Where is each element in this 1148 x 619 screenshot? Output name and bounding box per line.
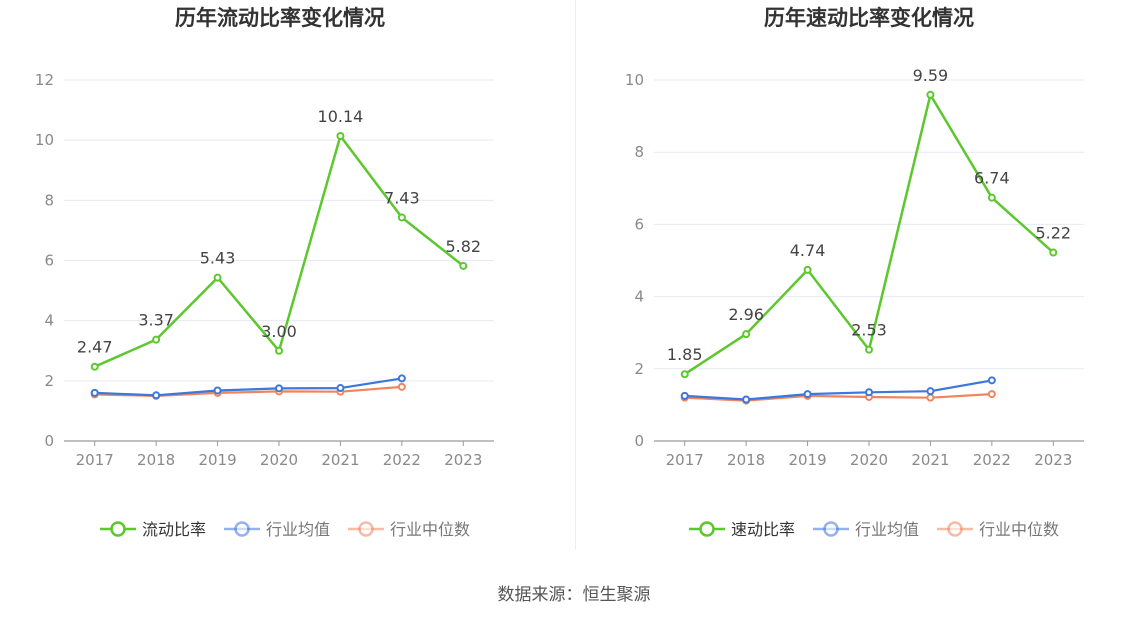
data-point [336, 131, 345, 140]
legend-label: 速动比率 [731, 520, 795, 539]
x-tick-label: 2019 [198, 451, 236, 469]
data-point [152, 391, 161, 400]
y-tick-label: 10 [35, 131, 54, 149]
data-point [459, 261, 468, 270]
y-tick-label: 6 [44, 252, 54, 270]
data-point [397, 382, 406, 391]
data-point [680, 370, 689, 379]
data-label: 6.74 [974, 169, 1010, 188]
data-point [926, 393, 935, 402]
data-label: 5.22 [1035, 224, 1071, 243]
series-line-3 [684, 393, 992, 402]
data-point [275, 384, 283, 393]
x-tick-label: 2018 [137, 451, 175, 469]
legend-label: 行业中位数 [390, 520, 470, 539]
legend-marker [358, 521, 374, 537]
x-tick-label: 2023 [1034, 451, 1072, 469]
legend-label: 流动比率 [142, 520, 206, 539]
x-tick-label: 2017 [666, 451, 704, 469]
y-tick-label: 10 [625, 71, 644, 89]
data-point [742, 330, 751, 339]
x-tick-label: 2021 [911, 451, 949, 469]
y-tick-label: 2 [634, 360, 644, 378]
y-tick-label: 2 [44, 372, 54, 390]
data-point [90, 362, 99, 371]
legend-marker [947, 521, 963, 537]
legend-marker [234, 521, 250, 537]
legend-label: 行业均值 [266, 520, 330, 539]
series-line-2 [94, 377, 403, 397]
x-tick-label: 2019 [788, 451, 826, 469]
legend-label: 行业中位数 [979, 520, 1059, 539]
data-label: 9.59 [913, 66, 949, 85]
data-label: 4.74 [790, 241, 826, 260]
data-label: 7.43 [384, 188, 420, 207]
data-point [987, 193, 996, 202]
x-tick-label: 2020 [850, 451, 888, 469]
chart-title: 历年流动比率变化情况 [175, 6, 385, 30]
x-tick-label: 2018 [727, 451, 765, 469]
y-tick-label: 4 [44, 312, 54, 330]
x-tick-label: 2021 [321, 451, 359, 469]
data-point [1049, 248, 1058, 257]
legend-marker [823, 521, 839, 537]
x-tick-label: 2022 [383, 451, 421, 469]
data-point [152, 335, 161, 344]
y-tick-label: 0 [634, 432, 644, 450]
chart-title: 历年速动比率变化情况 [764, 6, 974, 30]
data-label: 3.37 [138, 311, 174, 330]
data-label: 2.47 [77, 338, 113, 357]
data-point [742, 395, 751, 404]
quick-ratio-chart-svg: 历年速动比率变化情况 0 2 4 6 8 10 2017 2018 2019 2020 2021 202… [625, 6, 1084, 539]
data-source-note: 数据来源：恒生聚源 [497, 585, 651, 605]
legend-marker [699, 521, 715, 537]
data-point [90, 388, 99, 397]
data-point [336, 384, 345, 393]
data-point [213, 273, 222, 282]
data-point [926, 387, 935, 396]
data-point [987, 390, 996, 399]
x-tick-label: 2022 [973, 451, 1011, 469]
data-point [926, 90, 935, 99]
data-point [865, 345, 873, 354]
data-point [680, 391, 689, 400]
data-point [213, 386, 222, 395]
series-line-2 [684, 379, 993, 401]
x-tick-label: 2023 [444, 451, 482, 469]
data-label: 2.53 [851, 321, 887, 340]
data-point [397, 374, 406, 383]
y-tick-label: 6 [634, 215, 644, 233]
panel-divider [575, 0, 576, 550]
data-point [987, 376, 996, 385]
data-label: 3.00 [261, 322, 297, 341]
chart-current-ratio: 历年流动比率变化情况 0 2 4 6 8 10 12 2017 2018 2019 2020 2021 2… [0, 0, 575, 560]
data-point [803, 390, 812, 399]
x-tick-label: 2020 [260, 451, 298, 469]
y-tick-label: 8 [44, 191, 54, 209]
data-point [397, 213, 406, 222]
chart-quick-ratio: 历年速动比率变化情况 0 2 4 6 8 10 2017 2018 2019 2020 2021 202… [577, 0, 1148, 560]
legend-marker [110, 521, 126, 537]
data-label: 2.96 [728, 305, 764, 324]
data-label: 5.43 [200, 249, 236, 268]
y-tick-label: 4 [634, 288, 644, 306]
y-tick-label: 8 [634, 143, 644, 161]
x-tick-label: 2017 [76, 451, 114, 469]
data-point [275, 346, 283, 355]
data-label: 1.85 [667, 345, 703, 364]
data-point [803, 265, 812, 274]
data-label: 10.14 [318, 107, 364, 126]
y-tick-label: 12 [35, 71, 54, 89]
current-ratio-chart-svg: 历年流动比率变化情况 0 2 4 6 8 10 12 2017 2018 2019 2020 2021 2… [35, 6, 494, 539]
data-label: 5.82 [445, 237, 481, 256]
legend-label: 行业均值 [855, 520, 919, 539]
data-point [865, 388, 873, 397]
y-tick-label: 0 [44, 432, 54, 450]
